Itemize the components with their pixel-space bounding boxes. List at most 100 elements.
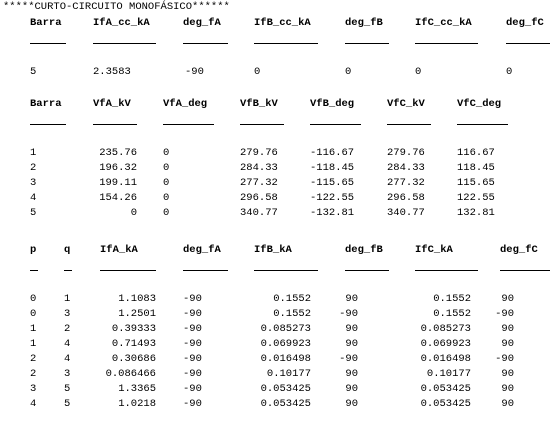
table-cell: 0 — [163, 147, 170, 159]
column-header-q: q — [64, 244, 71, 256]
table-cell: 0 — [163, 162, 170, 174]
table-cell: 1 — [30, 147, 37, 159]
table-cell: 0.053425 — [420, 383, 471, 395]
table-cell: 284.33 — [240, 162, 278, 174]
table-cell: 340.77 — [240, 207, 278, 219]
table-cell: 2 — [30, 368, 37, 380]
table-cell: 0.053425 — [420, 398, 471, 410]
header-underline — [254, 43, 318, 44]
column-header-deg-fc: deg_fC — [506, 17, 544, 29]
table-cell: 0.053425 — [260, 383, 311, 395]
table-cell: 1.2501 — [118, 308, 156, 320]
table-cell: -116.67 — [310, 147, 355, 159]
table-cell: 90 — [501, 368, 514, 380]
table-cell: 5 — [30, 207, 37, 219]
table-cell: -132.81 — [310, 207, 355, 219]
table-cell: 0.10177 — [266, 368, 311, 380]
table-cell: 0.1552 — [433, 308, 471, 320]
column-header-barra: Barra — [30, 17, 62, 29]
table-cell: -90 — [183, 323, 202, 335]
table-cell: 4 — [30, 398, 37, 410]
table-cell: 199.11 — [99, 177, 137, 189]
column-header-vfc-deg: VfC_deg — [457, 98, 502, 110]
table-cell: 90 — [345, 293, 358, 305]
table-cell: -90 — [339, 308, 358, 320]
column-header-deg-fb: deg_fB — [345, 244, 383, 256]
table-cell: -90 — [183, 353, 202, 365]
column-header-vfa-kv: VfA_kV — [93, 98, 131, 110]
table-cell: 116.67 — [457, 147, 495, 159]
column-header-p: p — [30, 244, 37, 256]
table-cell: 5 — [30, 66, 37, 78]
table-cell: 0.39333 — [111, 323, 156, 335]
column-header-deg-fa: deg_fA — [183, 244, 221, 256]
table-cell: 0.085273 — [260, 323, 311, 335]
table-cell: 90 — [345, 338, 358, 350]
column-header-ifc-ka: IfC_kA — [415, 244, 453, 256]
table-cell: 90 — [345, 368, 358, 380]
header-underline — [506, 43, 550, 44]
column-header-ifb-ka: IfB_kA — [254, 244, 292, 256]
header-underline — [183, 270, 228, 271]
table-cell: 90 — [345, 383, 358, 395]
table-cell: 1 — [30, 338, 37, 350]
table-cell: 0 — [163, 207, 170, 219]
header-underline — [93, 124, 137, 125]
table-cell: 132.81 — [457, 207, 495, 219]
header-underline — [345, 43, 389, 44]
table-cell: 1 — [64, 293, 71, 305]
table-cell: -90 — [183, 398, 202, 410]
table-cell: 1 — [30, 323, 37, 335]
column-header-vfb-deg: VfB_deg — [310, 98, 355, 110]
table-cell: -90 — [339, 353, 358, 365]
output-title: *****CURTO-CIRCUITO MONOFÁSICO****** — [3, 1, 230, 13]
header-underline — [310, 124, 361, 125]
column-header-vfb-kv: VfB_kV — [240, 98, 278, 110]
table-cell: -90 — [185, 66, 204, 78]
table-cell: 1.3365 — [118, 383, 156, 395]
column-header-deg-fa: deg_fA — [183, 17, 221, 29]
table-cell: 4 — [64, 353, 71, 365]
table-cell: -122.55 — [310, 192, 355, 204]
column-header-barra: Barra — [30, 98, 62, 110]
table-cell: 0.10177 — [426, 368, 471, 380]
table-cell: 3 — [30, 383, 37, 395]
table-cell: 277.32 — [240, 177, 278, 189]
table-cell: 90 — [501, 323, 514, 335]
table-cell: 4 — [64, 338, 71, 350]
table-cell: 90 — [501, 293, 514, 305]
column-header-vfc-kv: VfC_kV — [387, 98, 425, 110]
table-cell: 3 — [64, 308, 71, 320]
header-underline — [345, 270, 389, 271]
table-cell: 90 — [345, 398, 358, 410]
header-underline — [64, 270, 72, 271]
header-underline — [457, 124, 508, 125]
table-cell: 3 — [64, 368, 71, 380]
table-cell: 154.26 — [99, 192, 137, 204]
table-cell: 115.65 — [457, 177, 495, 189]
header-underline — [100, 270, 156, 271]
table-cell: 122.55 — [457, 192, 495, 204]
table-cell: 1.1083 — [118, 293, 156, 305]
table-cell: 90 — [501, 338, 514, 350]
table-cell: 2 — [30, 162, 37, 174]
table-cell: -90 — [183, 383, 202, 395]
table-cell: 90 — [345, 323, 358, 335]
table-cell: -90 — [495, 353, 514, 365]
table-cell: 0.71493 — [111, 338, 156, 350]
column-header-deg-fb: deg_fB — [345, 17, 383, 29]
column-header-vfa-deg: VfA_deg — [163, 98, 208, 110]
table-cell: 2 — [64, 323, 71, 335]
table-cell: -118.45 — [310, 162, 355, 174]
column-header-ifc-cc-ka: IfC_cc_kA — [415, 17, 472, 29]
table-cell: 0 — [163, 192, 170, 204]
table-cell: 296.58 — [387, 192, 425, 204]
table-cell: 279.76 — [240, 147, 278, 159]
table-cell: -90 — [183, 368, 202, 380]
column-header-deg-fc: deg_fC — [500, 244, 538, 256]
header-underline — [415, 43, 478, 44]
table-cell: -115.65 — [310, 177, 355, 189]
table-cell: 0.085273 — [420, 323, 471, 335]
table-cell: 4 — [30, 192, 37, 204]
table-cell: 0.1552 — [273, 308, 311, 320]
